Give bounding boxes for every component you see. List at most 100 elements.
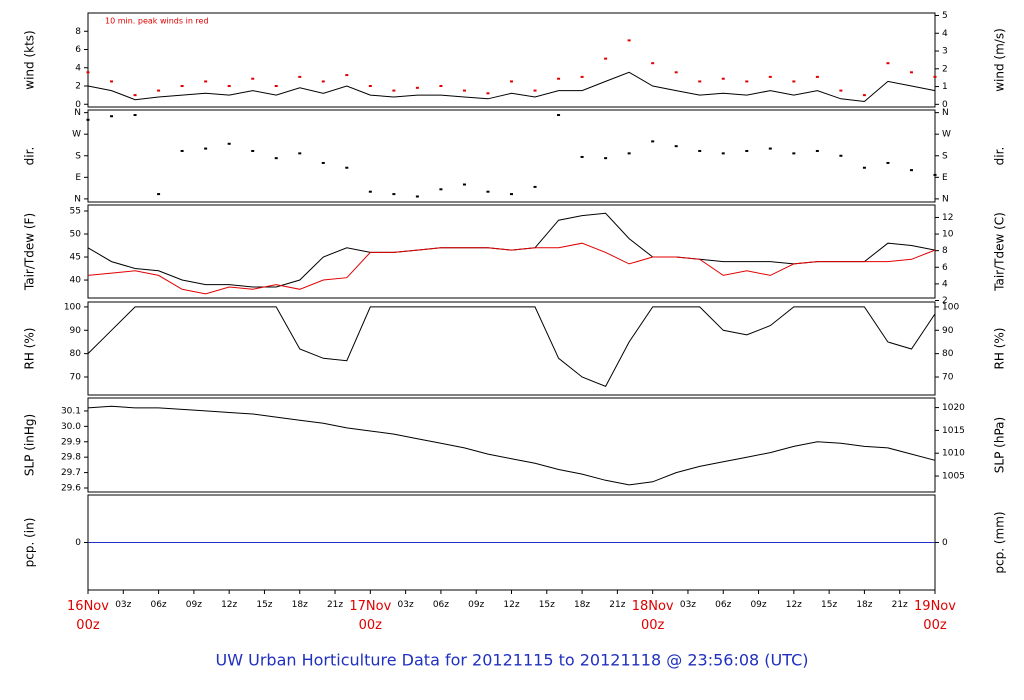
y2-tick-label: 0: [942, 538, 948, 548]
x-tick-label: 18z: [573, 600, 591, 610]
y2-tick-label: 0: [942, 100, 948, 110]
data-point: [557, 77, 561, 80]
data-point: [392, 89, 396, 92]
x-tick-label: 09z: [750, 600, 767, 610]
x-tick-label: 09z: [185, 600, 202, 610]
data-point: [815, 149, 819, 152]
data-point: [415, 195, 419, 198]
chart-title: UW Urban Horticulture Data for 20121115 …: [216, 651, 809, 670]
panel-frame: [87, 204, 936, 299]
data-point: [721, 152, 725, 155]
y-axis-label: wind (kts): [23, 30, 37, 89]
y-tick-label: 30.1: [61, 406, 81, 416]
data-point: [227, 85, 231, 88]
data-point: [392, 193, 396, 196]
data-line: [87, 306, 936, 388]
y2-tick-label: E: [942, 173, 948, 183]
data-point: [862, 166, 866, 169]
y-tick-label: 55: [70, 206, 81, 216]
data-point: [321, 161, 325, 164]
data-point: [274, 85, 278, 88]
data-point: [745, 80, 749, 83]
y-tick-label: 100: [64, 302, 81, 312]
y-tick-label: 29.9: [61, 437, 81, 447]
x-tick-label: 21z: [609, 600, 626, 610]
x-tick-label: 15z: [538, 600, 555, 610]
y-tick-label: 0: [75, 538, 81, 548]
data-point: [368, 190, 372, 193]
data-point: [180, 149, 184, 152]
x-tick-label: 15z: [256, 600, 273, 610]
y-tick-label: S: [75, 151, 81, 161]
y2-tick-label: 4: [942, 279, 948, 289]
y2-tick-label: 1: [942, 82, 948, 92]
y2-axis-label: dir.: [993, 147, 1007, 166]
y-tick-label: 80: [70, 349, 82, 359]
y-axis-label: SLP (inHg): [23, 414, 37, 476]
y-tick-label: 90: [70, 326, 82, 336]
y2-axis-label: Tair/Tdew (C): [993, 212, 1007, 292]
data-point: [510, 193, 513, 196]
data-point: [110, 115, 114, 118]
y2-tick-label: N: [942, 194, 949, 204]
y2-tick-label: W: [942, 130, 951, 140]
y2-tick-label: 1015: [942, 426, 965, 436]
data-point: [227, 142, 231, 145]
data-point: [86, 118, 90, 121]
y2-tick-label: 1005: [942, 472, 965, 482]
x-tick-label: 16Nov 00z: [67, 599, 109, 633]
y2-tick-label: 6: [942, 263, 948, 273]
data-point: [439, 188, 443, 191]
y2-axis-label: SLP (hPa): [993, 417, 1007, 473]
y-tick-label: W: [72, 130, 81, 140]
x-tick-label: 03z: [115, 600, 132, 610]
data-point: [533, 185, 537, 188]
data-point: [651, 140, 655, 143]
y-axis-label: Tair/Tdew (F): [23, 213, 37, 291]
y2-tick-label: 4: [942, 29, 948, 39]
x-tick-label: 18Nov 00z: [631, 599, 674, 633]
data-point: [368, 85, 372, 88]
y2-tick-label: 2: [942, 64, 948, 74]
data-point: [909, 169, 913, 172]
y2-axis-label: RH (%): [993, 328, 1007, 370]
data-point: [651, 62, 655, 65]
y-tick-label: 29.8: [61, 453, 81, 463]
data-point: [439, 85, 443, 88]
y2-axis-label: wind (m/s): [993, 28, 1007, 92]
y-tick-label: 30.0: [61, 422, 81, 432]
y-tick-label: 29.7: [61, 468, 81, 478]
data-point: [886, 161, 890, 164]
panel-frame: [87, 109, 936, 203]
y2-tick-label: 2: [942, 296, 948, 306]
annotation: 10 min. peak winds in red: [105, 17, 209, 26]
panel-frame: [87, 301, 936, 396]
y-tick-label: 6: [75, 45, 81, 55]
data-point: [415, 86, 419, 89]
data-point: [86, 71, 90, 74]
data-point: [557, 114, 561, 117]
y-tick-label: 0: [75, 100, 81, 110]
data-point: [251, 149, 255, 152]
data-point: [745, 149, 749, 152]
data-point: [345, 166, 349, 169]
data-point: [698, 149, 702, 152]
y2-tick-label: 90: [942, 326, 954, 336]
y-tick-label: E: [75, 173, 81, 183]
data-point: [157, 193, 161, 196]
x-tick-label: 09z: [468, 600, 485, 610]
y2-tick-label: 8: [942, 246, 948, 256]
y-tick-label: 2: [75, 82, 81, 92]
x-tick-label: 17Nov 00z: [349, 599, 392, 633]
data-point: [862, 94, 866, 97]
y2-tick-label: 10: [942, 230, 954, 240]
data-point: [510, 80, 513, 83]
x-tick-label: 21z: [891, 600, 908, 610]
x-tick-label: 19Nov 00z: [914, 599, 956, 633]
x-tick-label: 18z: [291, 600, 308, 610]
data-point: [298, 75, 302, 78]
data-point: [580, 75, 584, 78]
data-point: [462, 183, 466, 186]
y2-tick-label: 80: [942, 349, 954, 359]
